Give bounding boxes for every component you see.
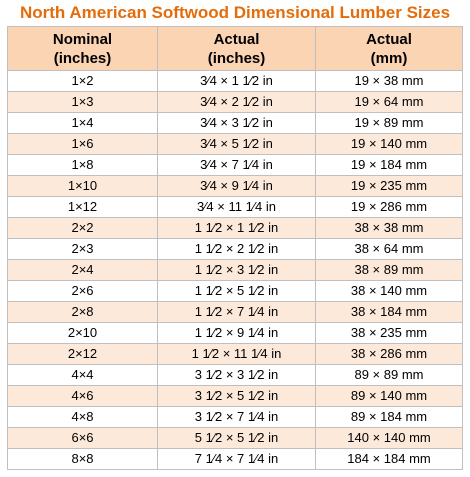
actual-inches-cell: 5 1⁄2 × 5 1⁄2 in	[157, 427, 316, 449]
actual-mm-cell: 19 × 89 mm	[315, 112, 463, 134]
actual-mm-cell: 38 × 235 mm	[315, 322, 463, 344]
actual-inches-cell: 1 1⁄2 × 7 1⁄4 in	[157, 301, 316, 323]
actual-mm-cell: 38 × 89 mm	[315, 259, 463, 281]
table-row: 8×8 7 1⁄4 × 7 1⁄4 in 184 × 184 mm	[7, 448, 463, 470]
actual-mm-cell: 38 × 286 mm	[315, 343, 463, 365]
actual-mm-cell: 38 × 140 mm	[315, 280, 463, 302]
actual-inches-cell: 3 1⁄2 × 7 1⁄4 in	[157, 406, 316, 428]
nominal-inches-cell: 1×4	[7, 112, 158, 134]
actual-mm-cell: 89 × 89 mm	[315, 364, 463, 386]
nominal-inches-cell: 2×10	[7, 322, 158, 344]
nominal-inches-cell: 8×8	[7, 448, 158, 470]
nominal-inches-cell: 2×6	[7, 280, 158, 302]
table-row: 1×6 3⁄4 × 5 1⁄2 in 19 × 140 mm	[7, 133, 463, 155]
nominal-inches-cell: 2×2	[7, 217, 158, 239]
header-label: Nominal	[52, 30, 113, 48]
table-row: 1×10 3⁄4 × 9 1⁄4 in 19 × 235 mm	[7, 175, 463, 197]
table-row: 2×3 1 1⁄2 × 2 1⁄2 in 38 × 64 mm	[7, 238, 463, 260]
actual-mm-cell: 140 × 140 mm	[315, 427, 463, 449]
actual-mm-cell: 19 × 64 mm	[315, 91, 463, 113]
table-row: 1×3 3⁄4 × 2 1⁄2 in 19 × 64 mm	[7, 91, 463, 113]
nominal-inches-cell: 2×8	[7, 301, 158, 323]
actual-inches-cell: 3⁄4 × 9 1⁄4 in	[157, 175, 316, 197]
actual-inches-cell: 3⁄4 × 11 1⁄4 in	[157, 196, 316, 218]
header-actual-inches: Actual (inches)	[157, 26, 316, 71]
nominal-inches-cell: 4×8	[7, 406, 158, 428]
actual-inches-cell: 3⁄4 × 2 1⁄2 in	[157, 91, 316, 113]
actual-mm-cell: 89 × 184 mm	[315, 406, 463, 428]
actual-inches-cell: 1 1⁄2 × 5 1⁄2 in	[157, 280, 316, 302]
table-row: 6×6 5 1⁄2 × 5 1⁄2 in 140 × 140 mm	[7, 427, 463, 449]
nominal-inches-cell: 1×3	[7, 91, 158, 113]
page-title: North American Softwood Dimensional Lumb…	[19, 3, 451, 22]
nominal-inches-cell: 2×12	[7, 343, 158, 365]
table-row: 4×8 3 1⁄2 × 7 1⁄4 in 89 × 184 mm	[7, 406, 463, 428]
actual-mm-cell: 38 × 64 mm	[315, 238, 463, 260]
actual-mm-cell: 38 × 38 mm	[315, 217, 463, 239]
actual-inches-cell: 1 1⁄2 × 2 1⁄2 in	[157, 238, 316, 260]
table-row: 4×4 3 1⁄2 × 3 1⁄2 in 89 × 89 mm	[7, 364, 463, 386]
actual-inches-cell: 7 1⁄4 × 7 1⁄4 in	[157, 448, 316, 470]
table-row: 1×4 3⁄4 × 3 1⁄2 in 19 × 89 mm	[7, 112, 463, 134]
actual-inches-cell: 1 1⁄2 × 3 1⁄2 in	[157, 259, 316, 281]
actual-inches-cell: 3⁄4 × 7 1⁄4 in	[157, 154, 316, 176]
actual-inches-cell: 1 1⁄2 × 9 1⁄4 in	[157, 322, 316, 344]
actual-mm-cell: 19 × 286 mm	[315, 196, 463, 218]
table-header-row: Nominal (inches) Actual (inches) Actual …	[7, 26, 463, 71]
nominal-inches-cell: 1×12	[7, 196, 158, 218]
table-row: 2×6 1 1⁄2 × 5 1⁄2 in 38 × 140 mm	[7, 280, 463, 302]
actual-mm-cell: 19 × 235 mm	[315, 175, 463, 197]
actual-inches-cell: 3⁄4 × 3 1⁄2 in	[157, 112, 316, 134]
nominal-inches-cell: 4×4	[7, 364, 158, 386]
nominal-inches-cell: 1×6	[7, 133, 158, 155]
nominal-inches-cell: 1×2	[7, 70, 158, 92]
table-row: 2×4 1 1⁄2 × 3 1⁄2 in 38 × 89 mm	[7, 259, 463, 281]
actual-inches-cell: 1 1⁄2 × 11 1⁄4 in	[157, 343, 316, 365]
actual-mm-cell: 19 × 140 mm	[315, 133, 463, 155]
nominal-inches-cell: 2×3	[7, 238, 158, 260]
nominal-inches-cell: 4×6	[7, 385, 158, 407]
header-label: Actual	[366, 30, 412, 48]
actual-mm-cell: 19 × 38 mm	[315, 70, 463, 92]
table-body: 1×2 3⁄4 × 1 1⁄2 in 19 × 38 mm 1×3 3⁄4 × 2 1⁄…	[7, 70, 463, 470]
nominal-inches-cell: 2×4	[7, 259, 158, 281]
actual-mm-cell: 89 × 140 mm	[315, 385, 463, 407]
header-actual-mm: Actual (mm)	[315, 26, 463, 71]
table-row: 2×8 1 1⁄2 × 7 1⁄4 in 38 × 184 mm	[7, 301, 463, 323]
nominal-inches-cell: 1×10	[7, 175, 158, 197]
actual-inches-cell: 3⁄4 × 5 1⁄2 in	[157, 133, 316, 155]
actual-mm-cell: 38 × 184 mm	[315, 301, 463, 323]
table-row: 2×12 1 1⁄2 × 11 1⁄4 in 38 × 286 mm	[7, 343, 463, 365]
lumber-sizes-table: Nominal (inches) Actual (inches) Actual …	[7, 26, 463, 470]
header-nominal-inches: Nominal (inches)	[7, 26, 158, 71]
nominal-inches-cell: 1×8	[7, 154, 158, 176]
actual-inches-cell: 1 1⁄2 × 1 1⁄2 in	[157, 217, 316, 239]
table-row: 4×6 3 1⁄2 × 5 1⁄2 in 89 × 140 mm	[7, 385, 463, 407]
table-row: 1×12 3⁄4 × 11 1⁄4 in 19 × 286 mm	[7, 196, 463, 218]
table-row: 2×10 1 1⁄2 × 9 1⁄4 in 38 × 235 mm	[7, 322, 463, 344]
actual-mm-cell: 19 × 184 mm	[315, 154, 463, 176]
actual-inches-cell: 3 1⁄2 × 3 1⁄2 in	[157, 364, 316, 386]
header-label: Actual	[213, 30, 260, 48]
header-unit: (mm)	[370, 49, 408, 67]
table-row: 1×2 3⁄4 × 1 1⁄2 in 19 × 38 mm	[7, 70, 463, 92]
table-row: 1×8 3⁄4 × 7 1⁄4 in 19 × 184 mm	[7, 154, 463, 176]
header-unit: (inches)	[207, 49, 266, 67]
header-unit: (inches)	[53, 49, 112, 67]
actual-inches-cell: 3 1⁄2 × 5 1⁄2 in	[157, 385, 316, 407]
nominal-inches-cell: 6×6	[7, 427, 158, 449]
table-row: 2×2 1 1⁄2 × 1 1⁄2 in 38 × 38 mm	[7, 217, 463, 239]
actual-mm-cell: 184 × 184 mm	[315, 448, 463, 470]
actual-inches-cell: 3⁄4 × 1 1⁄2 in	[157, 70, 316, 92]
